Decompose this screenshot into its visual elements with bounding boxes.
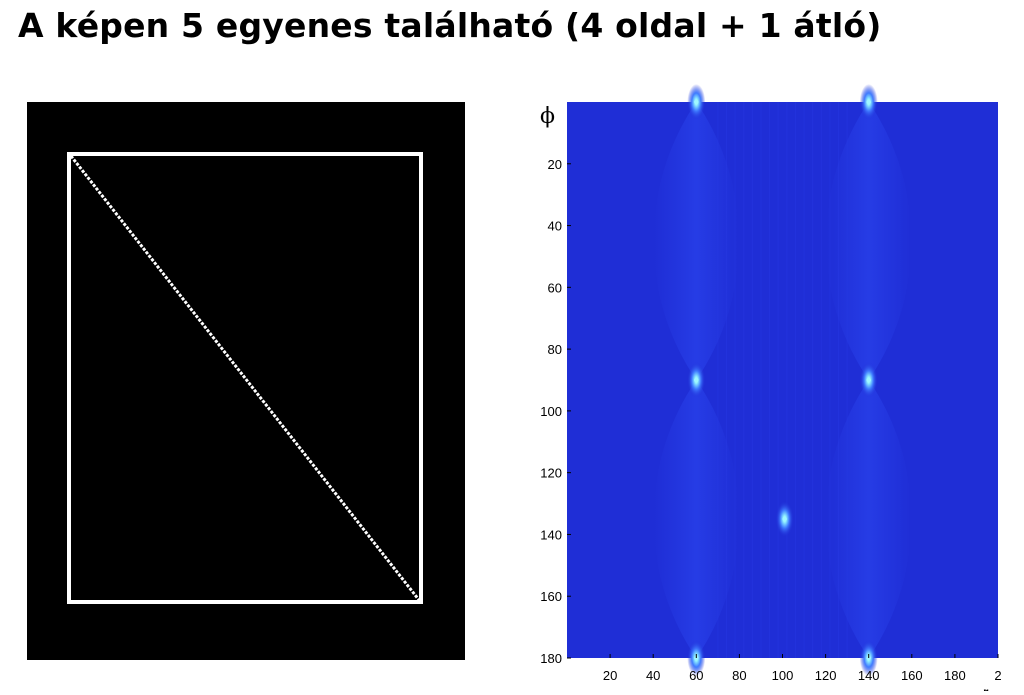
hough-x-tick-label: 140 xyxy=(858,668,880,683)
hough-lobe xyxy=(825,380,912,658)
binary-input-image xyxy=(27,102,465,660)
hough-x-tick-label: 20 xyxy=(603,668,617,683)
hough-background xyxy=(567,102,998,658)
hough-lobe xyxy=(653,102,740,380)
hough-x-tick-label: 40 xyxy=(646,668,660,683)
hough-y-tick-label: 100 xyxy=(540,404,562,419)
hough-y-tick-label: 80 xyxy=(548,342,562,357)
hough-lobe xyxy=(653,380,740,658)
hough-y-tick-label: 60 xyxy=(548,280,562,295)
hough-y-tick-label: 140 xyxy=(540,527,562,542)
hough-y-axis-symbol: ϕ xyxy=(540,104,555,129)
hough-y-tick-label: 20 xyxy=(548,157,562,172)
hough-x-tick-label: 120 xyxy=(815,668,837,683)
hough-y-tick-label: 40 xyxy=(548,219,562,234)
hough-x-tick-label: 100 xyxy=(772,668,794,683)
hough-peak xyxy=(694,377,699,383)
hough-x-tick-label: 80 xyxy=(732,668,746,683)
hough-y-tick-label: 120 xyxy=(540,466,562,481)
hough-x-tick-label: 180 xyxy=(944,668,966,683)
diagonal-line xyxy=(69,155,421,601)
hough-peak xyxy=(782,516,787,522)
hough-lobe xyxy=(825,102,912,380)
hough-x-tick-label: 2 xyxy=(994,668,1001,683)
rectangle-with-diagonal xyxy=(67,152,423,604)
hough-peak xyxy=(694,99,699,105)
slide-title: A képen 5 egyenes található (4 oldal + 1… xyxy=(18,6,882,45)
hough-y-tick-label: 160 xyxy=(540,589,562,604)
hough-x-axis-symbol: r xyxy=(983,684,989,691)
hough-peak xyxy=(866,99,871,105)
rectangle-outline xyxy=(67,152,423,604)
hough-y-ticks: 20 40 60 80 100 120 140 160 180 xyxy=(540,157,571,666)
hough-x-tick-label: 60 xyxy=(689,668,703,683)
hough-lobes xyxy=(653,102,912,658)
hough-peak xyxy=(866,377,871,383)
hough-y-tick-label: 180 xyxy=(540,651,562,666)
hough-x-tick-label: 160 xyxy=(901,668,923,683)
hough-x-ticks: 20 40 60 80 100 120 140 160 180 2 xyxy=(603,654,1002,683)
